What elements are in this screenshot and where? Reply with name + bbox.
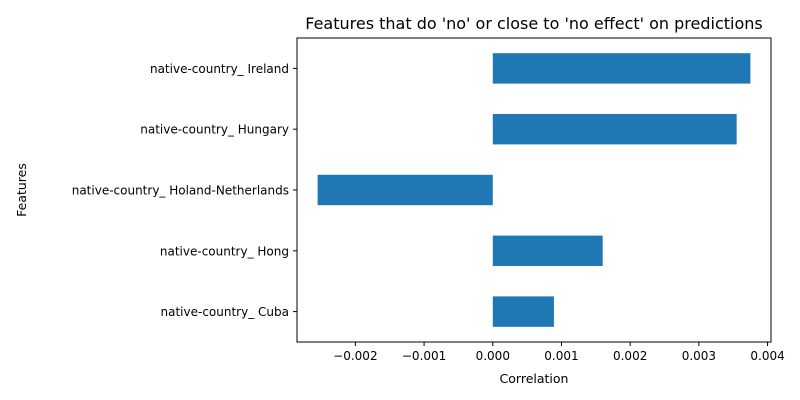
- x-tick-label-6: 0.004: [750, 349, 784, 363]
- bar-2: [317, 174, 493, 206]
- x-tick-label-3: 0.001: [544, 349, 578, 363]
- x-tick-label-0: −0.002: [333, 349, 377, 363]
- y-tick-label-2: native-country_ Holand-Netherlands: [72, 184, 289, 198]
- bar-4: [492, 53, 751, 84]
- y-tick-label-3: native-country_ Hungary: [140, 123, 289, 137]
- bar-1: [492, 235, 603, 266]
- chart-title: Features that do 'no' or close to 'no ef…: [305, 14, 763, 33]
- x-axis-label: Correlation: [500, 371, 569, 386]
- x-tick-label-2: 0.000: [476, 349, 510, 363]
- x-tick-label-1: −0.001: [402, 349, 446, 363]
- y-tick-label-0: native-country_ Cuba: [161, 305, 289, 319]
- bar-0: [492, 296, 554, 327]
- y-tick-label-4: native-country_ Ireland: [150, 62, 289, 76]
- bar-3: [492, 114, 737, 145]
- y-axis-label: Features: [14, 163, 29, 217]
- plot-frame: [296, 37, 772, 343]
- plot-area: native-country_ Cuba native-country_ Hong…: [72, 37, 785, 363]
- y-tick-label-1: native-country_ Hong: [160, 244, 289, 258]
- x-tick-label-5: 0.003: [682, 349, 716, 363]
- x-tick-label-4: 0.002: [613, 349, 647, 363]
